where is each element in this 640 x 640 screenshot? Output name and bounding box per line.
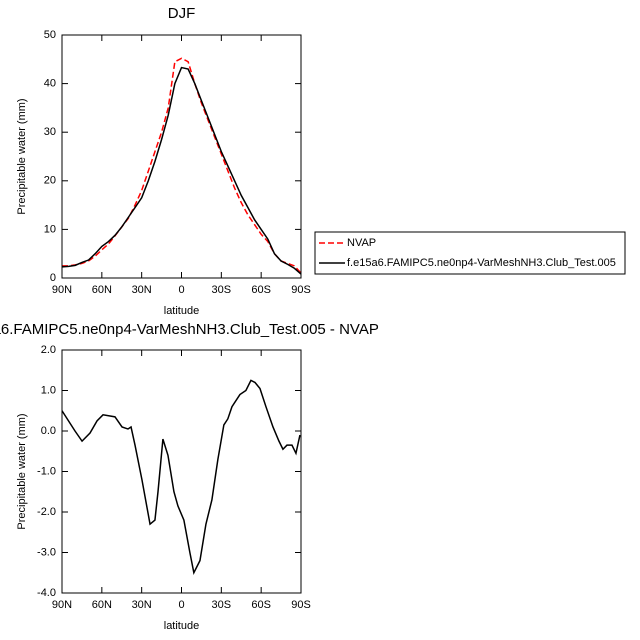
data-line [61, 66, 302, 275]
y-tick-label: -1.0 [37, 465, 56, 477]
y-tick-label: 10 [44, 223, 56, 235]
y-tick-label: 1.0 [41, 384, 56, 396]
y-tick-label: -4.0 [37, 587, 56, 599]
y-tick-label: 50 [44, 29, 56, 41]
x-tick-label: 90S [291, 599, 311, 611]
chart-title: 5a6.FAMIPC5.ne0np4-VarMeshNH3.Club_Test.… [0, 321, 379, 338]
legend-label: NVAP [347, 237, 376, 249]
y-tick-label: 0.0 [41, 425, 56, 437]
data-line [62, 57, 302, 274]
plot-frame [61, 349, 302, 594]
x-axis-label: latitude [164, 305, 199, 317]
x-tick-label: 30N [132, 599, 152, 611]
x-tick-label: 0 [178, 284, 184, 296]
y-tick-label: 2.0 [41, 344, 56, 356]
y-tick-label: 20 [44, 175, 56, 187]
y-axis-label: Precipitable water (mm) [16, 98, 28, 214]
x-tick-label: 60N [92, 284, 112, 296]
y-tick-label: -3.0 [37, 546, 56, 558]
x-tick-label: 30S [212, 284, 232, 296]
x-tick-label: 60N [92, 599, 112, 611]
y-tick-label: 40 [44, 78, 56, 90]
x-axis-label: latitude [164, 620, 199, 632]
x-tick-label: 60S [251, 599, 271, 611]
y-tick-label: 30 [44, 126, 56, 138]
x-tick-label: 30S [212, 599, 232, 611]
y-tick-label: 0 [50, 272, 56, 284]
data-line [61, 379, 301, 576]
x-tick-label: 0 [178, 599, 184, 611]
legend-label: f.e15a6.FAMIPC5.ne0np4-VarMeshNH3.Club_T… [347, 257, 616, 269]
y-tick-label: -2.0 [37, 506, 56, 518]
x-tick-label: 60S [251, 284, 271, 296]
x-tick-label: 90N [52, 599, 72, 611]
y-axis-label: Precipitable water (mm) [16, 413, 28, 529]
x-tick-label: 90N [52, 284, 72, 296]
legend-box [314, 231, 626, 275]
x-tick-label: 30N [132, 284, 152, 296]
plot-frame [61, 34, 302, 279]
x-tick-label: 90S [291, 284, 311, 296]
chart-title: DJF [168, 5, 196, 22]
